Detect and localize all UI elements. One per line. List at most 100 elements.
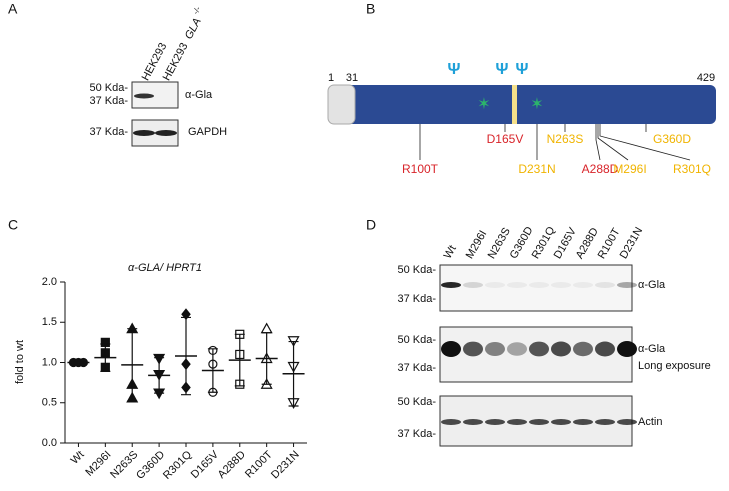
band <box>485 342 505 356</box>
band <box>155 130 177 136</box>
star: ✶ <box>530 96 543 113</box>
lane-label: HEK293 GLA -/- <box>157 5 209 83</box>
mutation-label: A288D <box>582 162 619 176</box>
band <box>573 419 593 425</box>
marker: 37 Kda- <box>89 95 128 107</box>
signal-peptide <box>327 84 356 125</box>
band <box>551 419 571 425</box>
band <box>573 282 593 288</box>
error-bar <box>207 348 218 393</box>
band <box>529 282 549 288</box>
panel-label: C <box>8 217 18 233</box>
lane-label: D231N <box>618 225 646 261</box>
error-bar <box>288 340 299 407</box>
band <box>551 282 571 288</box>
gene: GLA <box>183 16 204 41</box>
point <box>260 322 273 334</box>
mutation-label: N263S <box>547 132 584 146</box>
x-tick-label: D231N <box>269 449 302 482</box>
band <box>595 282 615 288</box>
x-tick-label: D165V <box>189 448 222 481</box>
protein <box>328 85 716 124</box>
blot-label: Long exposure <box>638 360 711 372</box>
band <box>441 282 461 288</box>
band <box>485 419 505 425</box>
error-bar <box>181 316 191 396</box>
band <box>485 282 505 288</box>
marker: 37 Kda- <box>89 126 128 138</box>
panel-label: B <box>366 1 375 17</box>
y-tick-label: 1.5 <box>42 316 57 328</box>
lane-label: Wt <box>442 243 459 261</box>
band <box>573 341 593 357</box>
band <box>507 282 527 288</box>
blot-label: α-Gla <box>185 89 213 101</box>
band <box>551 341 571 357</box>
x-tick-label: R100T <box>243 449 275 481</box>
error-bar <box>234 333 245 387</box>
band <box>133 130 155 136</box>
x-tick-label: R301Q <box>161 448 194 481</box>
superscript: -/- <box>191 5 203 16</box>
lane-label: M296I <box>464 228 490 260</box>
mutation-label: G360D <box>653 132 691 146</box>
error-bar <box>154 357 165 394</box>
band <box>617 341 637 357</box>
panel-label: A <box>8 1 18 17</box>
domain-break <box>512 85 517 124</box>
error-bar <box>261 332 272 385</box>
blot-label: Actin <box>638 416 662 428</box>
band <box>441 341 461 357</box>
band <box>134 93 154 99</box>
band <box>595 341 615 357</box>
band <box>463 419 483 425</box>
mutation-label: R301Q <box>673 162 711 176</box>
y-tick-label: 0.0 <box>42 437 57 449</box>
x-tick-label: A288D <box>216 449 248 481</box>
residue: 1 <box>328 72 334 84</box>
band <box>441 419 461 425</box>
marker: 50 Kda- <box>397 264 436 276</box>
mutation-label: D231N <box>518 162 555 176</box>
marker: 37 Kda- <box>397 293 436 305</box>
marker: 50 Kda- <box>397 334 436 346</box>
glycosylation: Ψ <box>516 61 529 78</box>
x-tick-label: Wt <box>69 449 87 467</box>
marker: 37 Kda- <box>397 362 436 374</box>
star: ✶ <box>477 96 490 113</box>
band <box>529 419 549 425</box>
y-tick-label: 2.0 <box>42 276 57 288</box>
marker: 50 Kda- <box>89 82 128 94</box>
x-tick-label: G360D <box>134 449 167 482</box>
glycosylation: Ψ <box>496 61 509 78</box>
panel-label: D <box>366 217 376 233</box>
band <box>507 419 527 425</box>
band <box>617 419 637 425</box>
chart-title: α-GLA/ HPRT1 <box>128 262 202 274</box>
blot <box>439 264 633 312</box>
band <box>507 342 527 356</box>
y-axis-label: fold to wt <box>14 340 26 384</box>
band <box>595 419 615 425</box>
band <box>529 341 549 357</box>
y-tick-label: 0.5 <box>42 397 57 409</box>
glycosylation: Ψ <box>448 61 461 78</box>
blot-label: α-Gla <box>638 343 666 355</box>
y-tick-label: 1.0 <box>42 356 57 368</box>
error-bar <box>73 361 84 364</box>
marker: 37 Kda- <box>397 428 436 440</box>
residue: 31 <box>346 72 358 84</box>
mutation-label: M296I <box>613 162 646 176</box>
mutation-label: D165V <box>487 132 524 146</box>
mutation-label: R100T <box>402 162 439 176</box>
blot-label: α-Gla <box>638 279 666 291</box>
mutation-lines <box>419 124 691 161</box>
band <box>463 341 483 357</box>
blot-label: GAPDH <box>188 126 227 138</box>
marker: 50 Kda- <box>397 396 436 408</box>
band <box>617 282 637 288</box>
band <box>463 282 483 288</box>
error-bar <box>100 343 111 372</box>
error-bar <box>127 328 138 402</box>
